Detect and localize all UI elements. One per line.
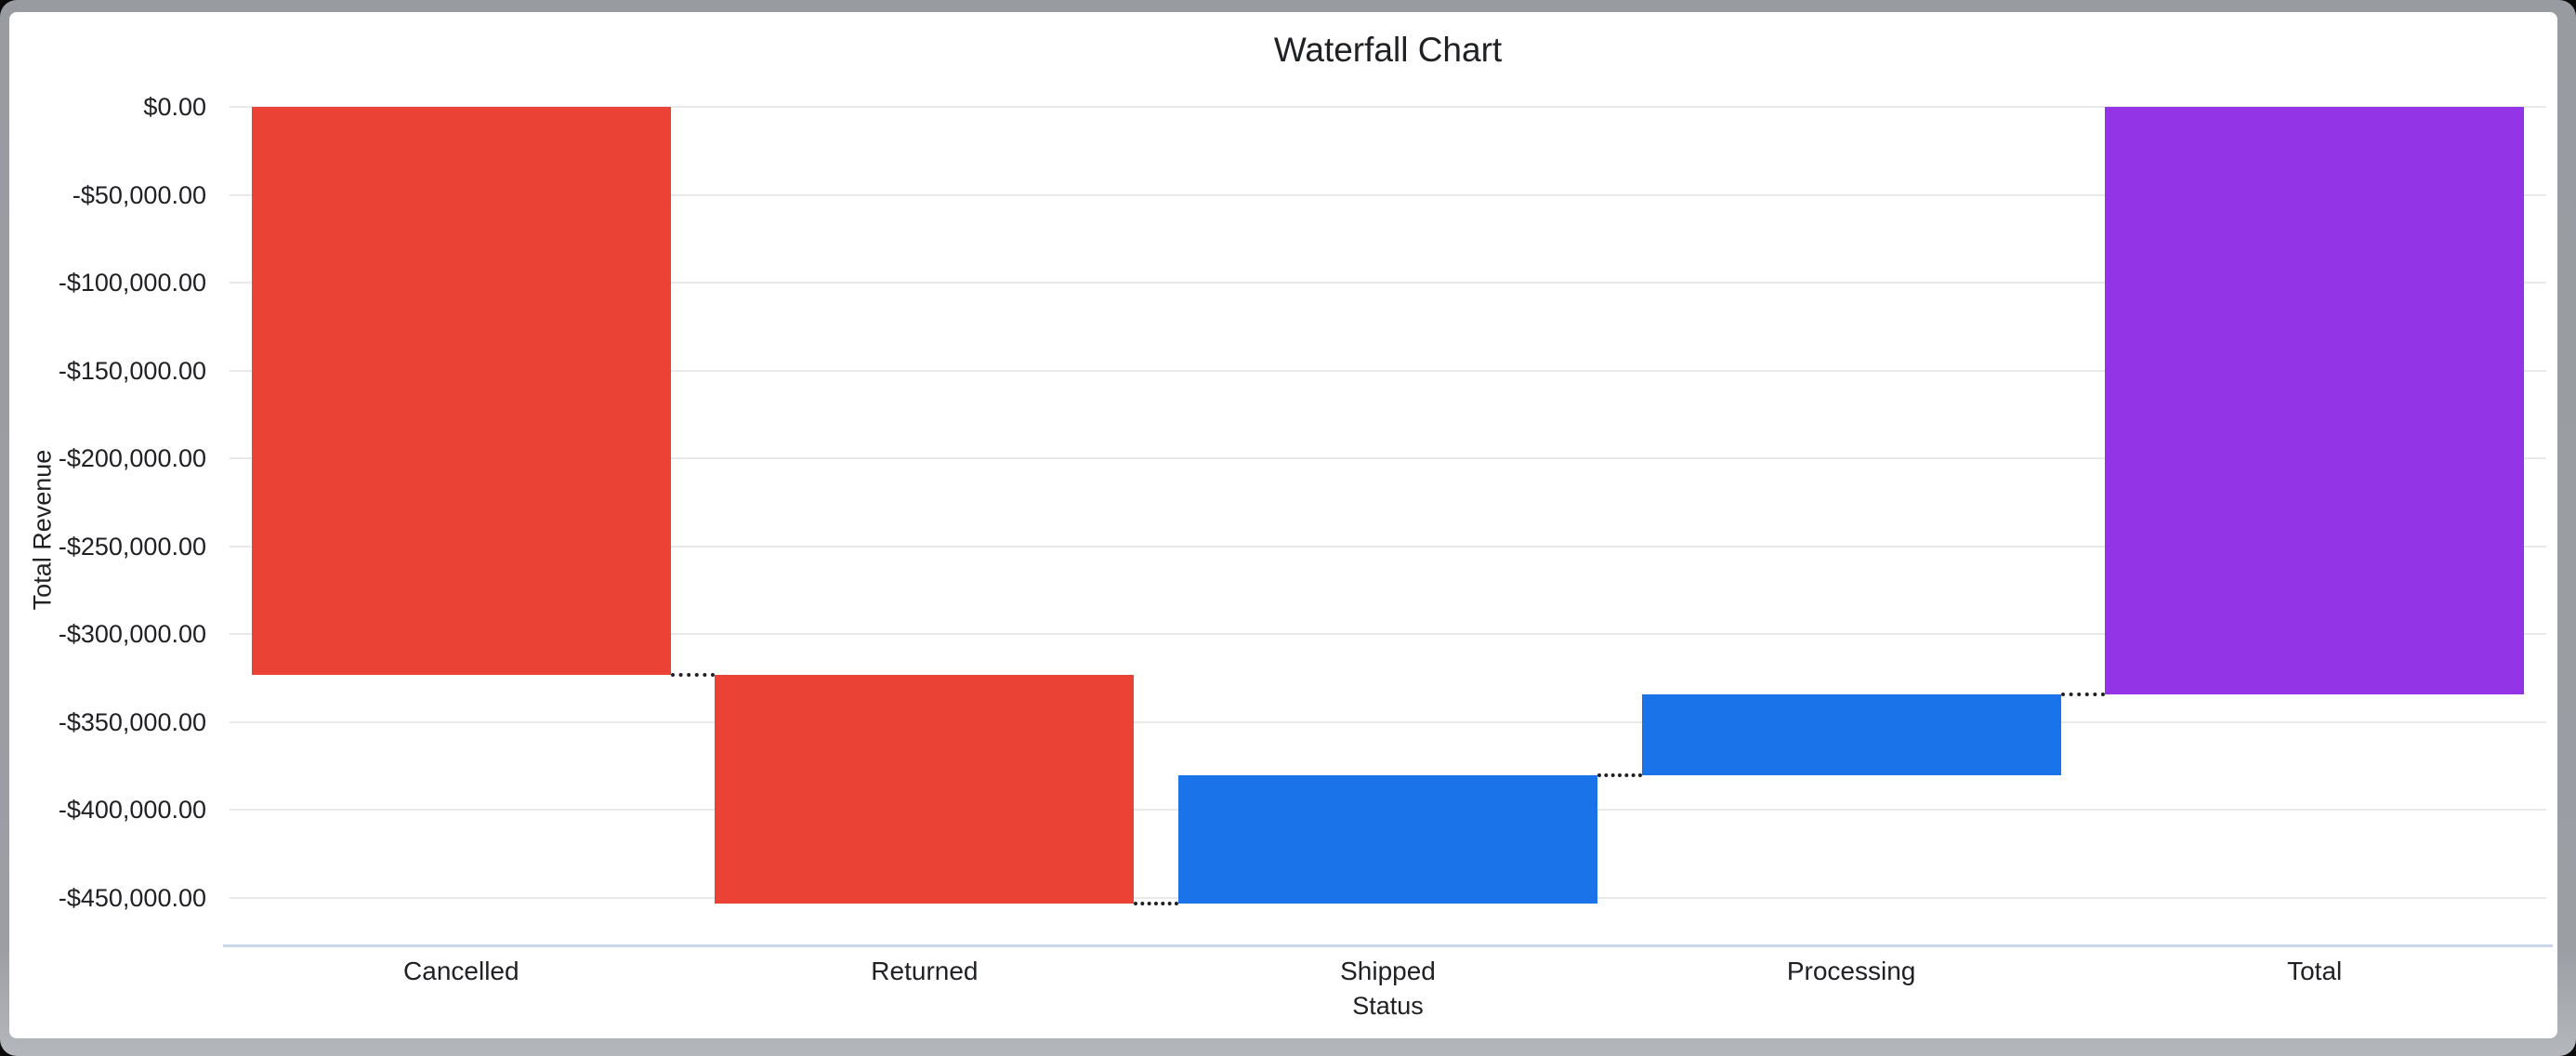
x-axis-title: Status	[1352, 992, 1424, 1020]
chart-canvas: Waterfall Chart Total Revenue $0.00 -$50,…	[9, 12, 2557, 1038]
y-axis-tick-label: -$50,000.00	[72, 180, 206, 209]
waterfall-connector	[1597, 772, 1642, 777]
gridline	[230, 282, 2546, 284]
y-axis-tick-label: -$300,000.00	[58, 620, 206, 649]
gridline	[230, 369, 2546, 372]
x-axis-category-label: Returned	[871, 957, 979, 985]
plot-area: $0.00 -$50,000.00 -$100,000.00 -$150,000.00…	[9, 12, 2557, 1038]
bar-returned[interactable]	[715, 674, 1135, 904]
y-axis-tick-label: -$450,000.00	[58, 883, 206, 912]
gridline	[230, 106, 2546, 108]
waterfall-connector	[670, 672, 716, 677]
y-axis-tick-label: -$350,000.00	[58, 707, 206, 736]
chart-title: Waterfall Chart	[1273, 31, 1503, 69]
y-axis-tick-label: $0.00	[143, 93, 206, 121]
waterfall-connector	[2060, 692, 2106, 696]
bar-cancelled[interactable]	[251, 107, 671, 675]
x-axis-baseline	[223, 944, 2553, 947]
gridline	[230, 633, 2546, 636]
bar-shipped[interactable]	[1178, 774, 1597, 904]
x-axis-category-label: Processing	[1786, 957, 1916, 985]
bar-total[interactable]	[2105, 107, 2525, 694]
gridline	[230, 545, 2546, 548]
bar-processing[interactable]	[1641, 693, 2061, 775]
x-axis-category-label: Cancelled	[403, 957, 519, 985]
gridline	[230, 720, 2546, 723]
gridline	[230, 457, 2546, 460]
y-axis-tick-label: -$400,000.00	[58, 796, 206, 825]
y-axis-tick-label: -$100,000.00	[58, 269, 206, 297]
x-axis-category-label: Shipped	[1340, 957, 1436, 985]
waterfall-connector	[1134, 901, 1178, 905]
y-axis-tick-label: -$250,000.00	[58, 532, 206, 561]
gridline	[230, 193, 2546, 196]
x-axis-category-label: Total	[2287, 957, 2343, 985]
y-axis-tick-label: -$150,000.00	[58, 356, 206, 385]
y-axis-tick-label: -$200,000.00	[58, 444, 206, 473]
